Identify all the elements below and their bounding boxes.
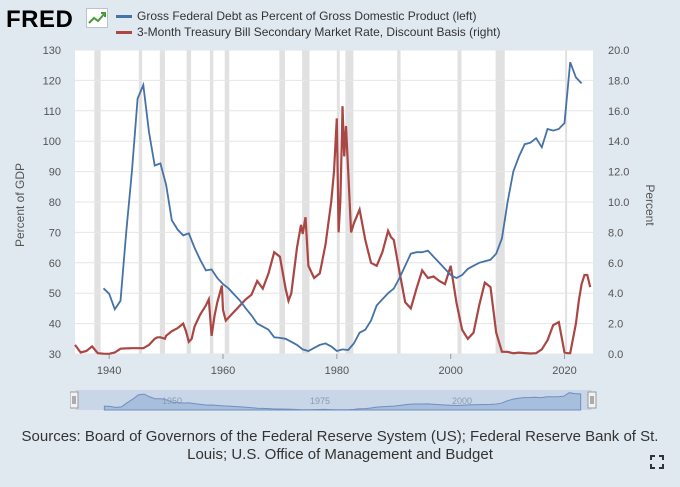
- right-axis-ticks: 0.0 2.0 4.0 6.0 8.0 10.0 12.0 14.0 16.0 18.0 20.0: [608, 45, 629, 361]
- left-tick-label: 30: [49, 349, 61, 361]
- right-tick-label: 12.0: [608, 167, 629, 179]
- left-axis-title: Percent of GDP: [13, 163, 27, 247]
- navigator-handle-right[interactable]: [587, 391, 597, 409]
- fred-logo-chart-icon: [86, 8, 108, 28]
- right-tick-label: 10.0: [608, 197, 629, 209]
- right-tick-label: 16.0: [608, 106, 629, 118]
- left-tick-label: 60: [49, 258, 61, 270]
- left-tick-label: 110: [43, 106, 61, 118]
- series-line-debt: [102, 61, 583, 352]
- right-tick-label: 18.0: [608, 75, 629, 87]
- fred-logo[interactable]: FRED: [6, 6, 74, 33]
- navigator-label-2000: 2000: [452, 396, 472, 406]
- legend-item-debt[interactable]: Gross Federal Debt as Percent of Gross D…: [116, 9, 476, 23]
- x-tick-label: 1940: [97, 365, 121, 377]
- right-tick-label: 0.0: [608, 349, 623, 361]
- left-axis-ticks: 30 40 50 60 70 80 90 100 110 120 130: [43, 45, 61, 361]
- navigator-label-1975: 1975: [310, 396, 330, 406]
- x-tick-label: 2000: [438, 365, 462, 377]
- navigator-series: [103, 392, 582, 411]
- left-tick-label: 70: [49, 227, 61, 239]
- right-tick-label: 2.0: [608, 319, 623, 331]
- left-tick-label: 120: [43, 75, 61, 87]
- x-tick-label: 1980: [325, 365, 349, 377]
- left-tick-label: 40: [49, 319, 61, 331]
- right-tick-label: 6.0: [608, 258, 623, 270]
- right-tick-label: 4.0: [608, 288, 623, 300]
- chart-header: FRED Gross Federal Debt as Percent of Gr…: [0, 0, 680, 44]
- x-axis-ticks: 1940 1960 1980 2000 2020: [97, 354, 577, 377]
- left-tick-label: 100: [43, 136, 61, 148]
- chart-plot[interactable]: 30 40 50 60 70 80 90 100 110 120 130 0.0 2.0 4.0 6.0 8…: [0, 40, 680, 385]
- right-axis-title: Percent: [643, 184, 657, 226]
- navigator-label-1950: 1950: [162, 396, 182, 406]
- legend-label-tbill: 3-Month Treasury Bill Secondary Market R…: [137, 25, 501, 39]
- legend-label-debt: Gross Federal Debt as Percent of Gross D…: [137, 9, 477, 23]
- fullscreen-icon[interactable]: [650, 455, 664, 469]
- legend-item-tbill[interactable]: 3-Month Treasury Bill Secondary Market R…: [116, 25, 500, 39]
- right-tick-label: 14.0: [608, 136, 629, 148]
- left-tick-label: 90: [49, 167, 61, 179]
- gridlines: [75, 49, 593, 355]
- left-tick-label: 50: [49, 288, 61, 300]
- series-line-tbill: [74, 106, 592, 355]
- x-tick-label: 2020: [552, 365, 576, 377]
- left-tick-label: 80: [49, 197, 61, 209]
- range-navigator[interactable]: 1950 1975 2000: [69, 388, 598, 412]
- left-tick-label: 130: [43, 45, 61, 57]
- right-tick-label: 8.0: [608, 227, 623, 239]
- legend-swatch-tbill: [116, 31, 132, 35]
- legend-swatch-debt: [116, 15, 132, 19]
- x-tick-label: 1960: [211, 365, 235, 377]
- right-tick-label: 20.0: [608, 45, 629, 57]
- navigator-handle-left[interactable]: [69, 391, 79, 409]
- sources-text: Sources: Board of Governors of the Feder…: [21, 428, 659, 463]
